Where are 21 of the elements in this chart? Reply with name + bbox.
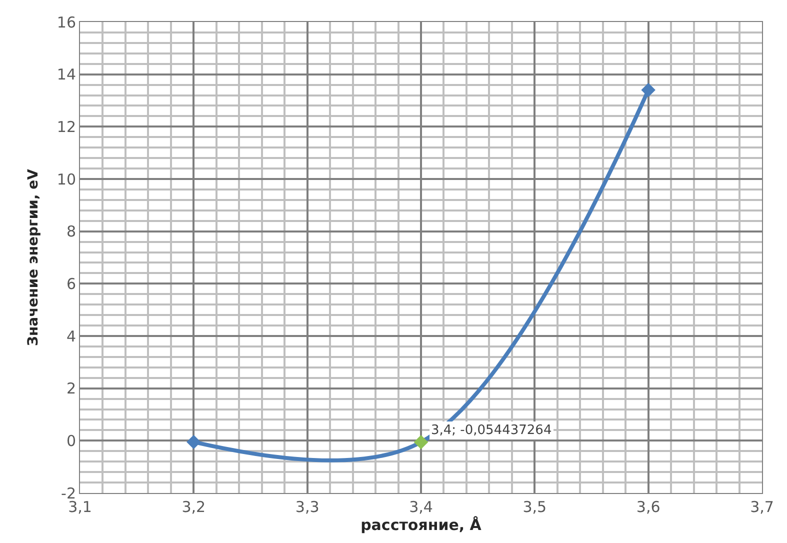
x-tick-label: 3,7 [750, 498, 774, 516]
y-tick-label: 12 [56, 118, 76, 136]
x-tick-label: 3,6 [636, 498, 660, 516]
point [186, 434, 201, 450]
y-tick-label: 8 [66, 222, 76, 241]
y-tick-label: 10 [56, 170, 76, 188]
y-tick-label: 2 [66, 380, 76, 398]
x-axis-title: расстояние, Å [360, 516, 482, 534]
y-tick-label: 4 [66, 327, 76, 346]
x-tick-label: 3,4 [409, 498, 433, 516]
point [414, 434, 428, 450]
y-tick-label: 6 [66, 274, 76, 293]
y-tick-label: 14 [56, 66, 76, 84]
x-tick-label: 3,3 [295, 498, 320, 516]
point [641, 82, 656, 98]
x-tick-label: 3,5 [522, 498, 547, 516]
y-axis-title: Значение энергии, eV [26, 168, 42, 346]
annotation: 3,4; -0,054437264 [431, 423, 552, 438]
x-tick-label: 3,2 [182, 498, 206, 516]
y-tick-label: 0 [66, 432, 76, 450]
y-tick-label: 16 [56, 13, 76, 32]
